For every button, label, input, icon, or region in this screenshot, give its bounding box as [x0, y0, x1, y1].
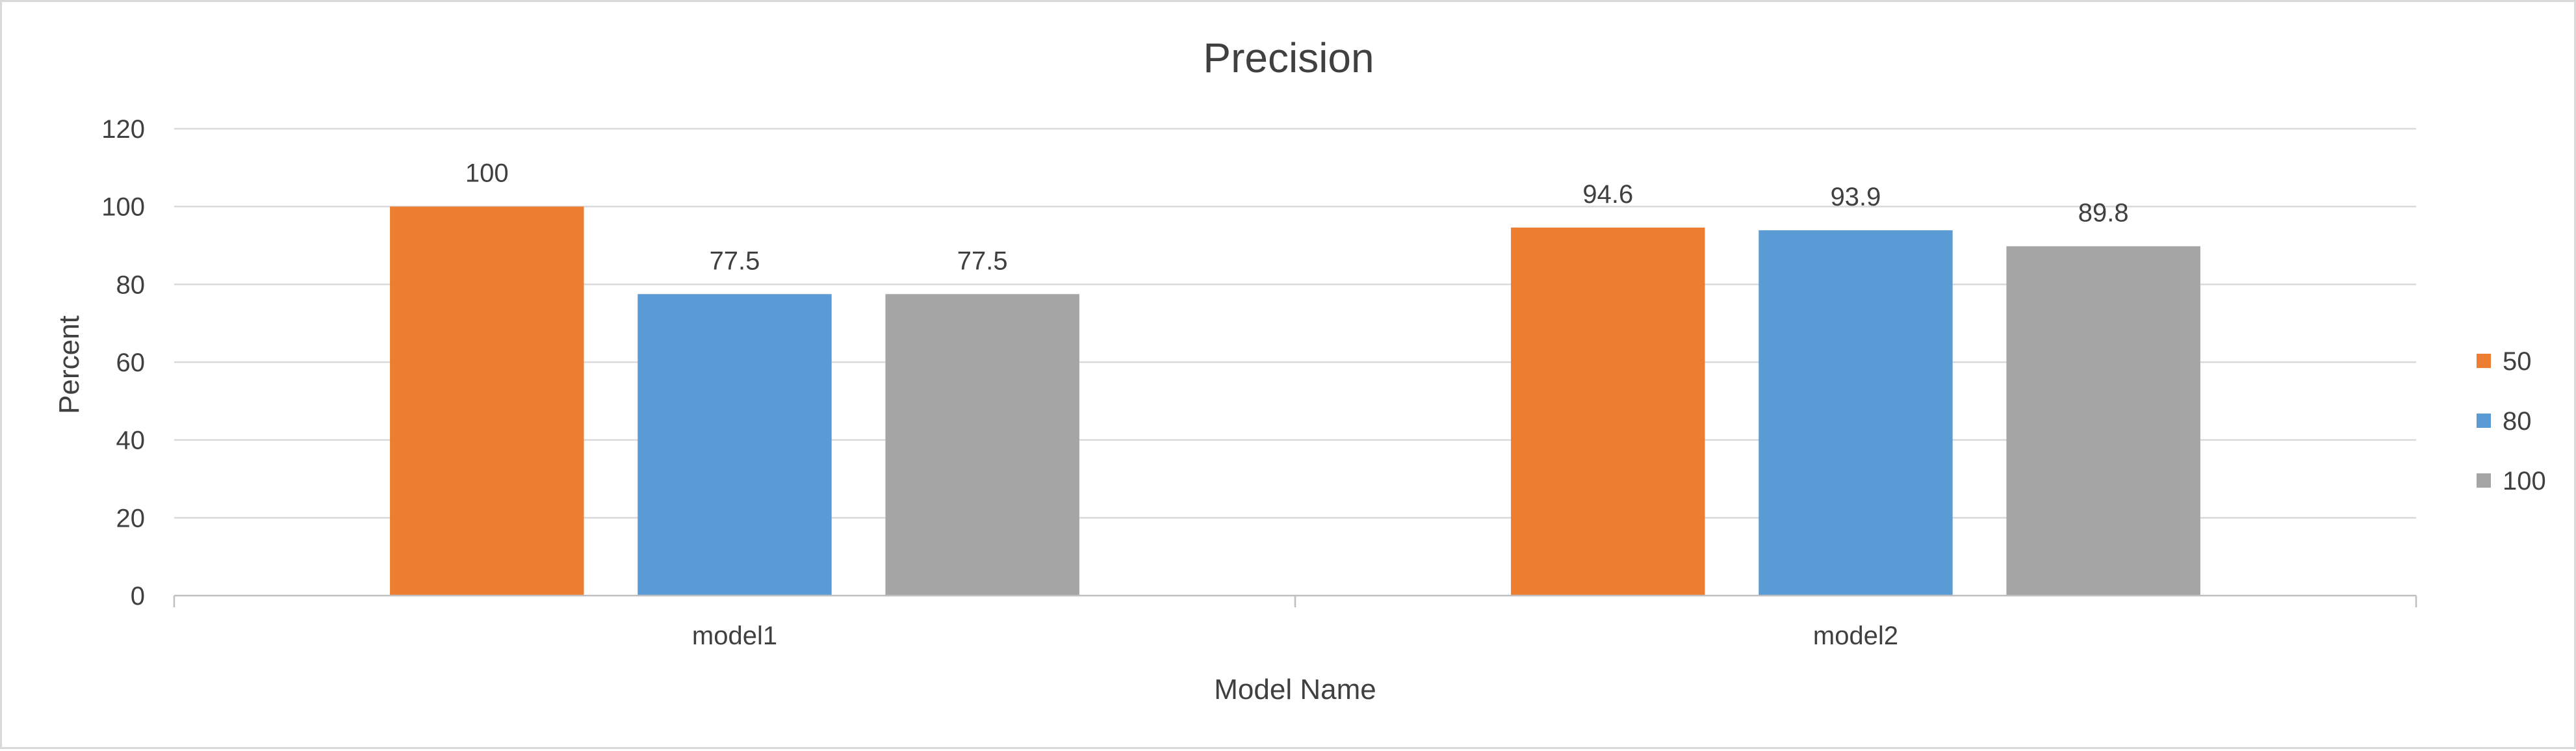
data-label: 94.6	[1582, 180, 1633, 209]
bar-model1-series-100	[885, 294, 1079, 596]
y-tick-label: 120	[101, 115, 145, 144]
axes: 0 20 40 60 80 100 120 model1 model2	[101, 115, 2417, 650]
x-tick-label: model1	[692, 622, 777, 650]
bar-model1-series-80	[638, 294, 832, 596]
chart-title: Precision	[1203, 34, 1374, 81]
legend-swatch-100	[2477, 473, 2491, 488]
y-tick-label: 40	[116, 427, 146, 455]
data-label: 77.5	[710, 246, 760, 275]
data-label: 93.9	[1831, 183, 1881, 211]
y-axis-title: Percent	[53, 315, 85, 414]
bar-model1-series-50	[390, 206, 584, 596]
y-tick-label: 80	[116, 270, 146, 299]
x-tick-label: model2	[1813, 622, 1898, 650]
bars	[390, 206, 2200, 596]
data-labels: 100 77.5 77.5 94.6 93.9 89.8	[465, 159, 2129, 276]
y-tick-label: 20	[116, 504, 146, 533]
legend-swatch-80	[2477, 414, 2491, 428]
y-tick-label: 60	[116, 349, 146, 377]
legend-label: 100	[2503, 467, 2546, 495]
bar-model2-series-50	[1511, 227, 1705, 596]
legend-label: 50	[2503, 347, 2532, 376]
legend-swatch-50	[2477, 354, 2491, 368]
bar-model2-series-80	[1758, 230, 1953, 596]
data-label: 89.8	[2078, 199, 2129, 228]
data-label: 100	[465, 159, 509, 188]
legend-label: 80	[2503, 407, 2532, 436]
y-tick-label: 100	[101, 193, 145, 222]
y-tick-label: 0	[131, 582, 145, 611]
legend: 50 80 100	[2477, 347, 2546, 495]
bar-model2-series-100	[2006, 246, 2200, 596]
x-axis-title: Model Name	[1214, 674, 1376, 705]
data-label: 77.5	[957, 246, 1008, 275]
